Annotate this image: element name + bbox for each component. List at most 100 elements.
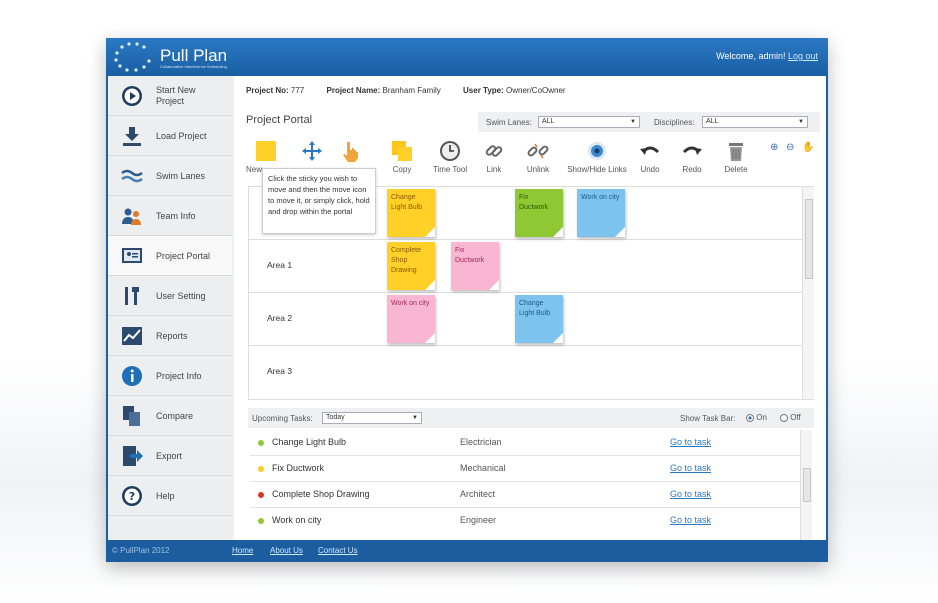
copy-button[interactable]: Copy xyxy=(382,138,422,178)
move-icon xyxy=(302,141,322,161)
welcome-text: Welcome, admin! xyxy=(716,51,786,61)
sticky-fold xyxy=(615,227,625,237)
swim-lane: Area 1 xyxy=(249,240,803,293)
tool-label: Delete xyxy=(724,165,748,174)
unlink-button[interactable]: Unlink xyxy=(518,138,558,178)
sidebar-item-label: Swim Lanes xyxy=(156,170,206,181)
project-no-value: 777 xyxy=(290,86,305,95)
tool-label: Show/Hide Links xyxy=(567,165,627,174)
go-to-task-link[interactable]: Go to task xyxy=(670,515,712,525)
show-hide-links-button[interactable]: Show/Hide Links xyxy=(567,138,627,178)
status-dot xyxy=(258,492,264,498)
chevron-down-icon: ▼ xyxy=(798,119,804,125)
task-name: Work on city xyxy=(272,515,322,525)
swim-lane xyxy=(249,187,803,240)
hand-button[interactable] xyxy=(330,138,370,178)
tools-icon xyxy=(125,287,139,305)
undo-icon xyxy=(640,146,660,155)
scrollbar-thumb[interactable] xyxy=(805,199,813,279)
about-link[interactable]: About Us xyxy=(270,546,303,555)
app-header: Pull Plan Collaborative Interference Sch… xyxy=(106,38,828,76)
sticky-text: Work on city xyxy=(581,194,620,201)
contact-link[interactable]: Contact Us xyxy=(318,546,358,555)
task-discipline: Engineer xyxy=(460,515,497,525)
sidebar-item-label: Team Info xyxy=(156,210,196,221)
sidebar-item-start-new-project[interactable]: Start New Project xyxy=(108,76,232,116)
sticky-note[interactable]: Work on city xyxy=(577,189,625,237)
sidebar-item-label: Project Portal xyxy=(156,250,211,261)
portal-icon xyxy=(122,248,142,263)
sticky-text: Change Light Bulb xyxy=(391,194,423,211)
zoom-out-icon[interactable]: ⊖ xyxy=(786,142,795,153)
logout-link[interactable]: Log out xyxy=(787,51,818,61)
logo-dots-icon xyxy=(114,42,151,72)
chart-icon xyxy=(122,327,142,345)
sticky-note[interactable]: Change Light Bulb xyxy=(387,189,435,237)
sidebar-item-load-project[interactable]: Load Project xyxy=(108,116,232,156)
move-button[interactable] xyxy=(292,138,332,178)
sticky-note[interactable]: Fix Ductwork xyxy=(515,189,563,237)
radio-off[interactable]: Off xyxy=(780,413,801,422)
info-icon xyxy=(122,366,142,386)
project-info-bar: Project No: 777 Project Name: Branham Fa… xyxy=(246,86,586,95)
sidebar-item-swim-lanes[interactable]: Swim Lanes xyxy=(108,156,232,196)
show-task-bar-label: Show Task Bar: xyxy=(680,414,736,423)
sticky-note[interactable]: Fix Ductwork xyxy=(451,242,499,290)
sidebar-item-project-info[interactable]: Project Info xyxy=(108,356,232,396)
go-to-task-link[interactable]: Go to task xyxy=(670,463,712,473)
sticky-text: Fix Ductwork xyxy=(455,247,485,264)
swim-lanes-select[interactable]: ALL ▼ xyxy=(538,116,640,128)
link-button[interactable]: Link xyxy=(474,138,514,178)
sidebar-item-team-info[interactable]: Team Info xyxy=(108,196,232,236)
sidebar-item-compare[interactable]: Compare xyxy=(108,396,232,436)
help-icon: ? xyxy=(122,486,142,506)
zoom-in-icon[interactable]: ⊕ xyxy=(770,142,779,153)
portal-scrollbar[interactable] xyxy=(802,187,814,399)
home-link[interactable]: Home xyxy=(232,546,254,555)
unlink-icon xyxy=(527,143,549,159)
sidebar-item-export[interactable]: Export xyxy=(108,436,232,476)
app-body: Start New Project Load Project Swim Lane… xyxy=(108,76,826,540)
task-row: Change Light Bulb Electrician Go to task xyxy=(250,430,800,456)
sticky-note[interactable]: Complete Shop Drawing xyxy=(387,242,435,290)
waves-icon xyxy=(121,169,143,183)
play-icon xyxy=(122,86,142,106)
sticky-note[interactable]: Work on city xyxy=(387,295,435,343)
project-name-value: Branham Family xyxy=(382,86,441,95)
go-to-task-link[interactable]: Go to task xyxy=(670,489,712,499)
upcoming-tasks-select[interactable]: Today ▼ xyxy=(322,412,422,424)
tool-label: Unlink xyxy=(526,165,550,174)
radio-on[interactable]: On xyxy=(746,413,767,422)
logo[interactable]: Pull Plan Collaborative Interference Sch… xyxy=(112,41,232,73)
swim-lane: Area 2 xyxy=(249,293,803,346)
welcome-area: Welcome, admin! Log out xyxy=(716,51,818,61)
sidebar-item-reports[interactable]: Reports xyxy=(108,316,232,356)
sticky-text: Fix Ductwork xyxy=(519,194,549,211)
redo-button[interactable]: Redo xyxy=(672,138,712,178)
delete-button[interactable]: Delete xyxy=(716,138,756,178)
sidebar-item-user-setting[interactable]: User Setting xyxy=(108,276,232,316)
undo-button[interactable]: Undo xyxy=(630,138,670,178)
scrollbar-thumb[interactable] xyxy=(803,468,811,502)
pan-hand-icon[interactable]: ✋ xyxy=(802,142,815,153)
sidebar-item-project-portal[interactable]: Project Portal xyxy=(108,236,232,276)
go-to-task-link[interactable]: Go to task xyxy=(670,437,712,447)
logo-text: Pull Plan xyxy=(160,46,228,65)
sidebar-item-label: Project Info xyxy=(156,370,202,381)
upcoming-tasks-label: Upcoming Tasks: xyxy=(252,414,313,423)
tasks-scrollbar[interactable] xyxy=(800,430,812,540)
main-content: Project No: 777 Project Name: Branham Fa… xyxy=(234,76,826,540)
new-button[interactable]: New xyxy=(246,138,286,178)
disciplines-select[interactable]: ALL ▼ xyxy=(702,116,808,128)
sticky-fold xyxy=(425,280,435,290)
sticky-text: Work on city xyxy=(391,300,430,307)
time-tool-button[interactable]: Time Tool xyxy=(430,138,470,178)
sticky-note-icon xyxy=(256,141,276,161)
sticky-note[interactable]: Change Light Bulb xyxy=(515,295,563,343)
trash-icon xyxy=(729,143,743,161)
task-name: Fix Ductwork xyxy=(272,463,325,473)
tool-label: New xyxy=(246,165,263,174)
radio-selected-icon xyxy=(746,413,754,422)
logo-subtext: Collaborative Interference Scheduling xyxy=(160,64,227,69)
sidebar-item-help[interactable]: ? Help xyxy=(108,476,232,516)
